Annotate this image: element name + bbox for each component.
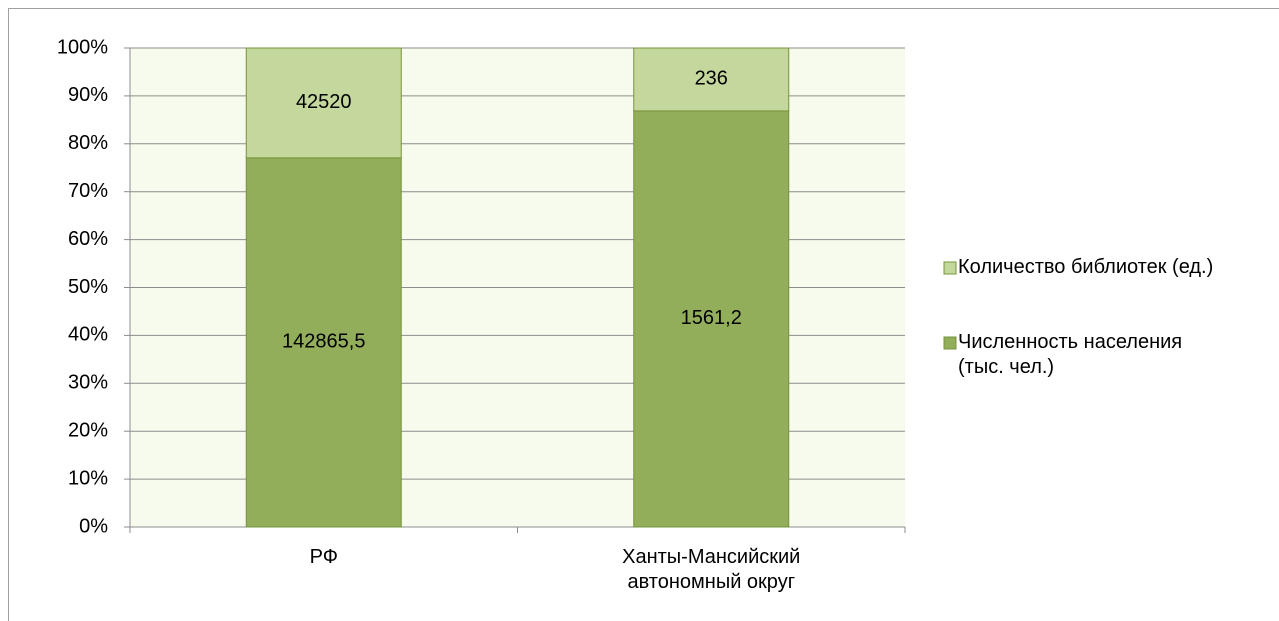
data-label: 1561,2	[681, 307, 742, 329]
y-tick-label: 90%	[68, 84, 108, 106]
x-tick-label: РФ	[309, 546, 338, 568]
y-tick-label: 0%	[79, 515, 108, 537]
y-tick-label: 60%	[68, 228, 108, 250]
data-label: 142865,5	[282, 331, 365, 353]
legend-swatch	[943, 261, 957, 275]
bar	[245, 157, 402, 528]
bar	[633, 47, 790, 112]
y-tick-label: 20%	[68, 419, 108, 441]
bar	[633, 110, 790, 528]
x-tick-label: Ханты-Мансийский автономный округ	[622, 546, 801, 593]
y-tick-label: 70%	[68, 180, 108, 202]
y-tick-label: 50%	[68, 276, 108, 298]
y-tick-label: 30%	[68, 372, 108, 394]
legend-label: Численность населения (тыс. чел.)	[958, 331, 1183, 378]
bar	[245, 47, 402, 159]
chart-border	[8, 8, 1279, 621]
data-label: 42520	[296, 91, 352, 113]
y-tick-label: 80%	[68, 132, 108, 154]
y-tick-label: 10%	[68, 467, 108, 489]
legend-label: Количество библиотек (ед.)	[958, 256, 1214, 278]
y-tick-label: 40%	[68, 324, 108, 346]
y-tick-label: 100%	[57, 36, 108, 58]
legend-swatch	[943, 336, 957, 350]
data-label: 236	[695, 68, 728, 90]
